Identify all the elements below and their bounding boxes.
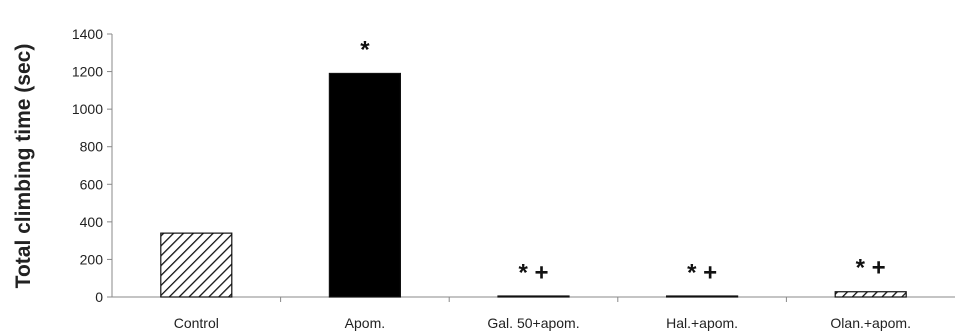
y-tick-label: 0 xyxy=(95,289,103,305)
y-tick-label: 1400 xyxy=(72,26,103,42)
annotation-2: * + xyxy=(518,260,548,287)
bar-3 xyxy=(665,295,739,298)
y-tick-label: 600 xyxy=(80,176,104,192)
bar-0 xyxy=(160,232,233,298)
y-tick-label: 1000 xyxy=(72,101,103,117)
y-tick-label: 800 xyxy=(80,139,104,155)
x-tick-label: Hal.+apom. xyxy=(666,315,738,331)
bar-1 xyxy=(328,72,401,298)
x-tick-labels: Control Apom. Gal. 50+apom. Hal.+apom. Olan.… xyxy=(174,315,911,331)
y-tick-label: 200 xyxy=(80,251,104,267)
annotations: * * + * + * + xyxy=(360,36,885,286)
bar-2 xyxy=(497,295,570,298)
y-ticks: 0 200 400 600 800 1000 1200 1400 xyxy=(72,26,112,305)
x-tick-label: Control xyxy=(174,315,219,331)
x-tick-label: Apom. xyxy=(345,315,385,331)
bar-4 xyxy=(834,291,907,298)
annotation-4: * + xyxy=(856,255,886,282)
bars xyxy=(160,72,907,298)
y-axis-label: Total climbing time (sec) xyxy=(12,44,35,289)
annotation-1: * xyxy=(360,36,370,63)
y-tick-label: 1200 xyxy=(72,64,103,80)
annotation-3: * + xyxy=(687,260,717,287)
x-tick-label: Olan.+apom. xyxy=(830,315,911,331)
y-tick-label: 400 xyxy=(80,214,104,230)
x-tick-label: Gal. 50+apom. xyxy=(487,315,579,331)
